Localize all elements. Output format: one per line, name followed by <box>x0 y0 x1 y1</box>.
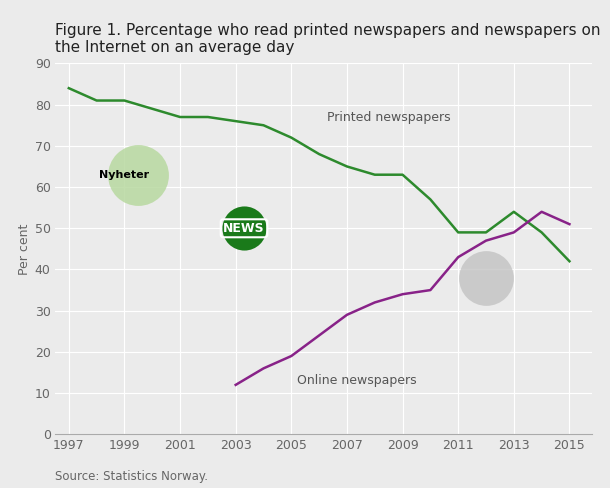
Text: Figure 1. Percentage who read printed newspapers and newspapers on
the Internet : Figure 1. Percentage who read printed ne… <box>55 23 600 55</box>
Text: Nyheter: Nyheter <box>99 170 149 180</box>
Text: Printed newspapers: Printed newspapers <box>328 110 451 123</box>
Text: Source: Statistics Norway.: Source: Statistics Norway. <box>55 470 208 483</box>
Point <box>481 274 491 282</box>
Point <box>134 171 143 179</box>
Text: NEWS: NEWS <box>223 222 265 235</box>
Text: Online newspapers: Online newspapers <box>297 374 417 387</box>
Point <box>239 224 249 232</box>
Y-axis label: Per cent: Per cent <box>18 223 30 275</box>
